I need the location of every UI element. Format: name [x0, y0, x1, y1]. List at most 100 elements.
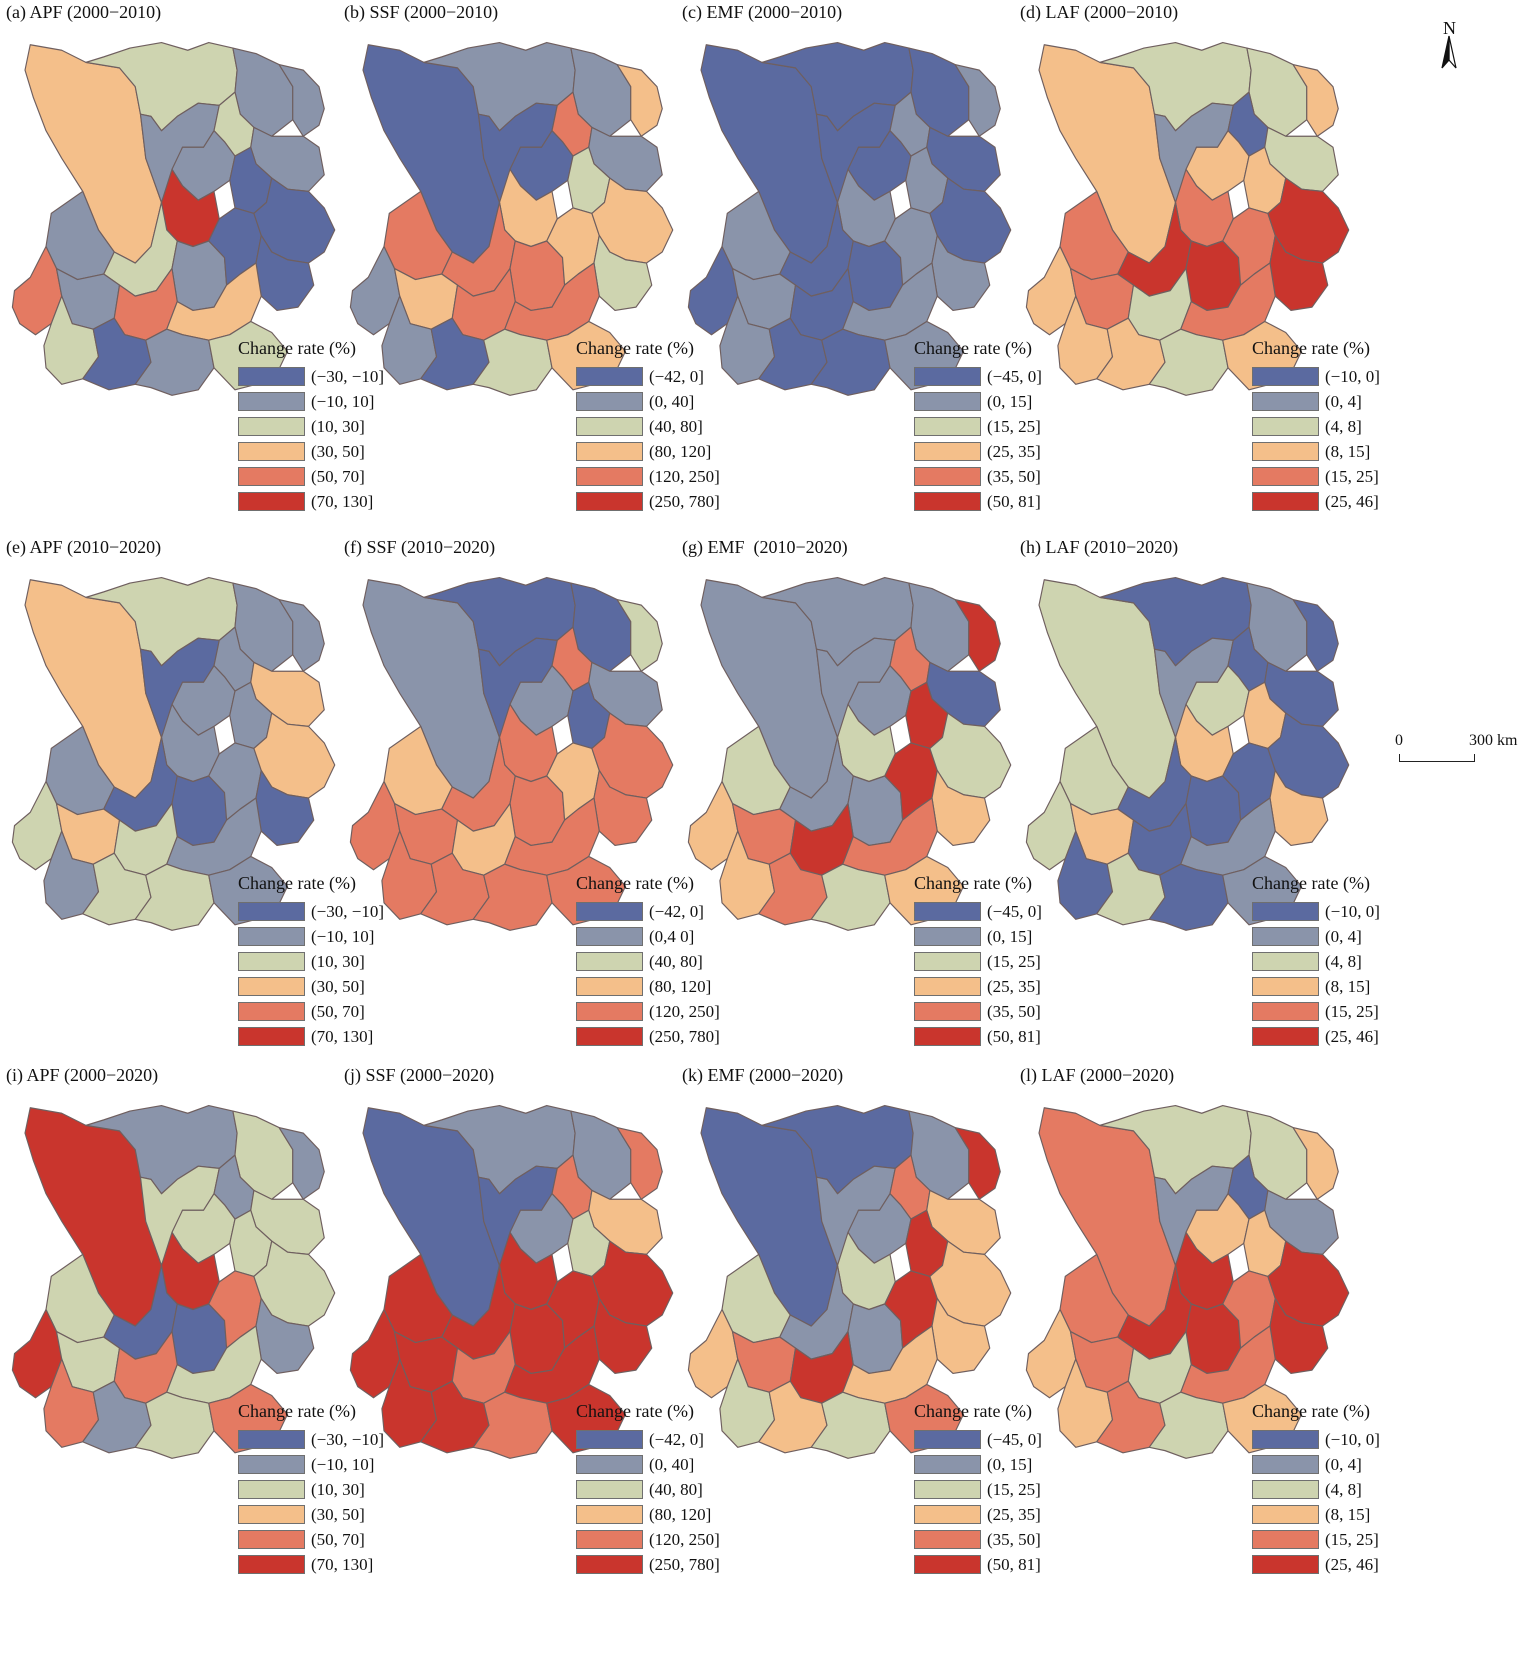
map-region [1292, 598, 1339, 672]
legend-label: (35, 50] [987, 466, 1041, 486]
legend-item: (15, 25] [914, 949, 1042, 974]
map-region [278, 598, 325, 672]
map-region [810, 1391, 891, 1459]
scale-distance-label: 300 km [1469, 732, 1518, 749]
map-region [1148, 863, 1229, 931]
legend-swatch [238, 1530, 305, 1549]
map-region [616, 63, 663, 137]
legend-swatch [914, 902, 981, 921]
legend-item: (25, 35] [914, 1502, 1042, 1527]
legend-item: (80, 120] [576, 439, 720, 464]
legend-label: (25, 35] [987, 441, 1041, 461]
map-panel-c: (c) EMF (2000−2010) Change rate (%) (−45, … [678, 2, 1042, 542]
legend-label: (120, 250] [649, 1001, 720, 1021]
legend-swatch [576, 1027, 643, 1046]
panel-title: (l) LAF (2000−2020) [1020, 1065, 1175, 1085]
legend-item: (−10, 10] [238, 924, 384, 949]
legend-swatch [1252, 1480, 1319, 1499]
choropleth-map [349, 41, 674, 396]
legend-item: (−42, 0] [576, 364, 720, 389]
legend-label: (70, 130] [311, 491, 374, 511]
legend-item: (−30, −10] [238, 364, 384, 389]
legend-item: (0, 15] [914, 924, 1042, 949]
legend-swatch [1252, 1530, 1319, 1549]
legend-label: (−10, 10] [311, 391, 375, 411]
map-region [810, 863, 891, 931]
map-panel-l: (l) LAF (2000−2020) Change rate (%) (−10, … [1016, 1065, 1380, 1605]
legend-item: (50, 70] [238, 464, 384, 489]
legend-item: (40, 80] [576, 1477, 720, 1502]
legend-swatch [238, 1027, 305, 1046]
legend-item: (0, 4] [1252, 1452, 1380, 1477]
legend-swatch [1252, 1027, 1319, 1046]
legend-item: (8, 15] [1252, 1502, 1380, 1527]
map-panel-j: (j) SSF (2000−2020) Change rate (%) (−42, … [340, 1065, 720, 1605]
legend-item: (−30, −10] [238, 1427, 384, 1452]
legend-swatch [1252, 1555, 1319, 1574]
legend-label: (40, 80] [649, 416, 703, 436]
legend-item: (30, 50] [238, 974, 384, 999]
map-region [278, 63, 325, 137]
map-region [472, 328, 553, 396]
legend-swatch [576, 902, 643, 921]
legend-label: (4, 8] [1325, 951, 1362, 971]
legend-label: (15, 25] [1325, 1529, 1379, 1549]
legend: Change rate (%) (−30, −10] (−10, 10] (10, 3… [238, 1401, 384, 1577]
legend-label: (4, 8] [1325, 416, 1362, 436]
legend-swatch [1252, 492, 1319, 511]
legend-swatch [238, 1555, 305, 1574]
legend-swatch [576, 977, 643, 996]
legend-label: (−30, −10] [311, 1429, 384, 1449]
legend-swatch [914, 977, 981, 996]
choropleth-map [1025, 576, 1350, 931]
legend-swatch [238, 977, 305, 996]
legend-swatch [914, 367, 981, 386]
legend-item: (10, 30] [238, 1477, 384, 1502]
legend: Change rate (%) (−42, 0] (0,4 0] (40, 80] (8… [576, 873, 720, 1049]
legend-label: (120, 250] [649, 1529, 720, 1549]
legend-label: (−45, 0] [987, 1429, 1042, 1449]
legend-label: (40, 80] [649, 1479, 703, 1499]
legend-item: (30, 50] [238, 1502, 384, 1527]
map-panel-g: (g) EMF (2010−2020) Change rate (%) (−45, … [678, 537, 1042, 1077]
map-region [1148, 1391, 1229, 1459]
legend-label: (35, 50] [987, 1529, 1041, 1549]
legend-swatch [576, 392, 643, 411]
map-region [134, 1391, 215, 1459]
map-panel-d: (d) LAF (2000−2010) Change rate (%) (−10, … [1016, 2, 1380, 542]
legend-item: (10, 30] [238, 414, 384, 439]
legend-item: (−10, 10] [238, 389, 384, 414]
legend-swatch [914, 442, 981, 461]
legend-item: (−42, 0] [576, 1427, 720, 1452]
legend-swatch [914, 417, 981, 436]
legend-swatch [238, 1455, 305, 1474]
legend-item: (0, 4] [1252, 389, 1380, 414]
legend-label: (30, 50] [311, 1504, 365, 1524]
legend-label: (70, 130] [311, 1026, 374, 1046]
choropleth-map [349, 576, 674, 931]
legend-swatch [914, 1430, 981, 1449]
legend: Change rate (%) (−30, −10] (−10, 10] (10, 3… [238, 873, 384, 1049]
legend-label: (8, 15] [1325, 1504, 1371, 1524]
legend-swatch [238, 367, 305, 386]
legend-label: (0, 4] [1325, 926, 1362, 946]
choropleth-map [1025, 41, 1350, 396]
legend: Change rate (%) (−10, 0] (0, 4] (4, 8] (8, 1… [1252, 1401, 1380, 1577]
legend-swatch [238, 492, 305, 511]
legend-item: (25, 46] [1252, 1024, 1380, 1049]
legend-item: (10, 30] [238, 949, 384, 974]
legend-label: (80, 120] [649, 441, 712, 461]
map-panel-h: (h) LAF (2010−2020) Change rate (%) (−10, … [1016, 537, 1380, 1077]
legend-title: Change rate (%) [914, 338, 1032, 358]
panel-title: (b) SSF (2000−2010) [344, 2, 499, 22]
map-region [954, 1126, 1001, 1200]
legend-swatch [914, 1505, 981, 1524]
map-panel-k: (k) EMF (2000−2020) Change rate (%) (−45, … [678, 1065, 1042, 1605]
legend-label: (250, 780] [649, 1554, 720, 1574]
map-region [134, 863, 215, 931]
legend-label: (30, 50] [311, 441, 365, 461]
legend-swatch [576, 492, 643, 511]
legend-item: (4, 8] [1252, 414, 1380, 439]
legend-swatch [1252, 1455, 1319, 1474]
legend-label: (25, 35] [987, 976, 1041, 996]
